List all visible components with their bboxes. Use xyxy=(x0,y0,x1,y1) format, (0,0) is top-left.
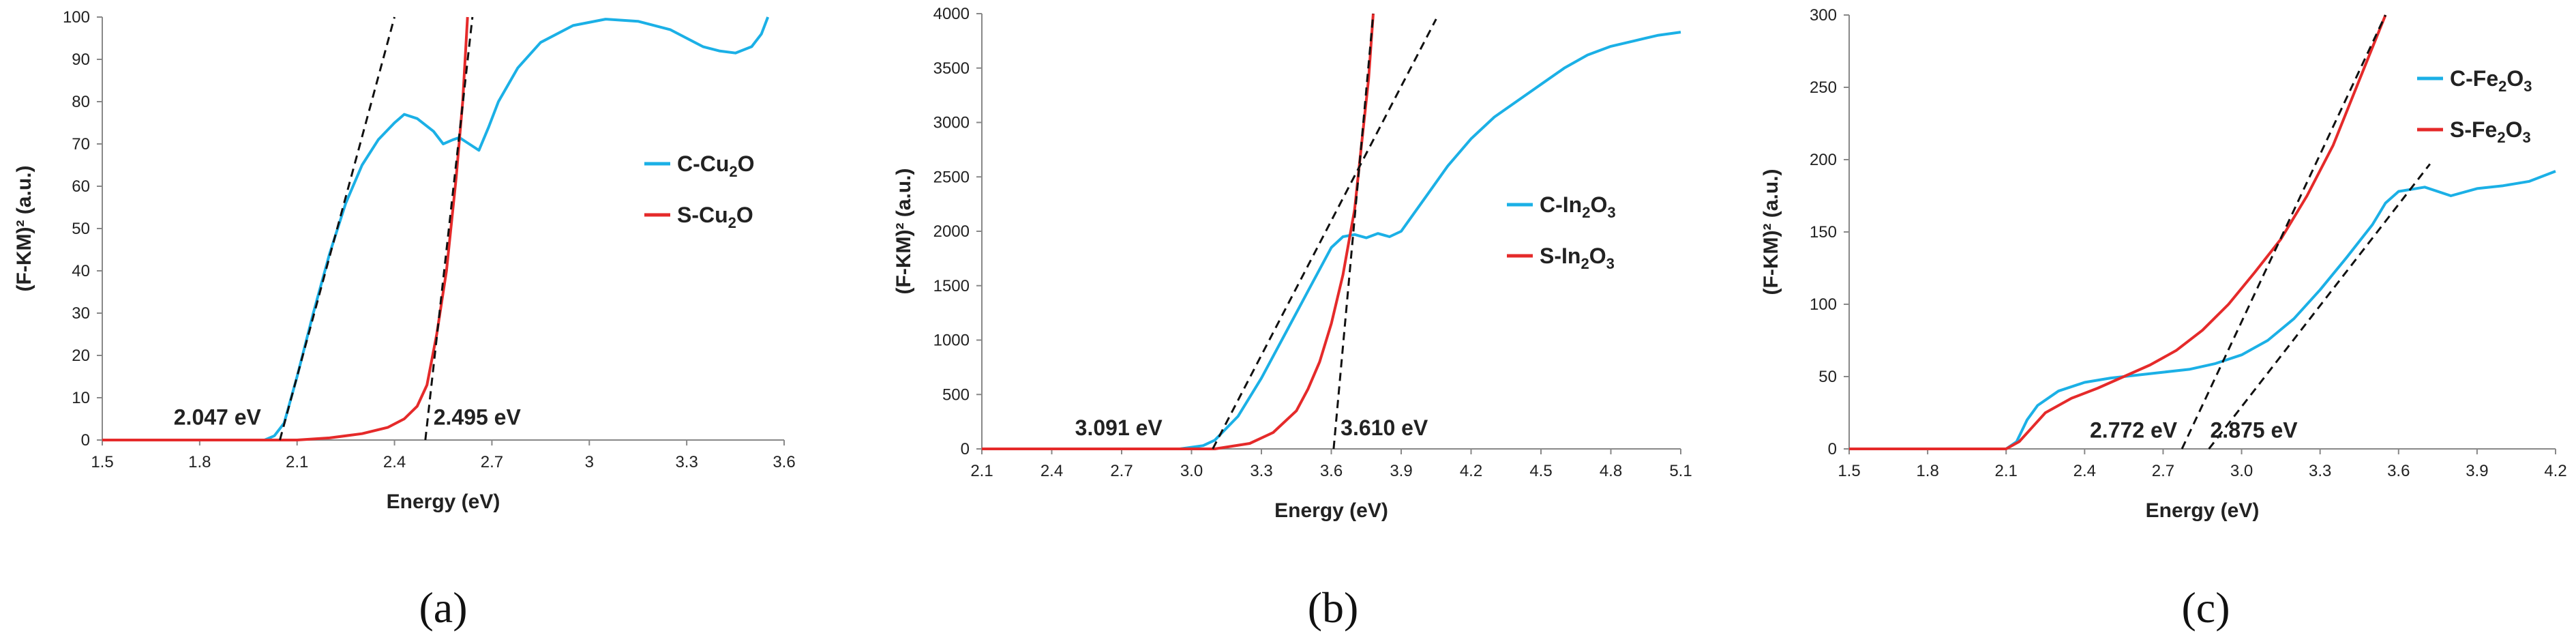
x-tick-label: 4.5 xyxy=(1529,462,1552,480)
y-axis-title: (F-KM)² (a.u.) xyxy=(1760,169,1782,295)
legend-label: S-In2O3 xyxy=(1540,244,1615,272)
panel-label: (c) xyxy=(2181,583,2230,632)
x-tick-label: 1.8 xyxy=(1916,462,1938,480)
legend-label: C-In2O3 xyxy=(1540,192,1616,221)
band-gap-label: 2.875 eV xyxy=(2211,418,2298,442)
x-tick-label: 2.4 xyxy=(1040,462,1063,480)
x-tick-label: 2.7 xyxy=(1110,462,1133,480)
y-tick-label: 90 xyxy=(72,50,90,69)
y-tick-label: 500 xyxy=(942,385,970,404)
y-tick-label: 10 xyxy=(72,389,90,407)
x-tick-label: 3.0 xyxy=(1180,462,1203,480)
x-tick-label: 3.6 xyxy=(773,453,795,471)
series-line-S-Fe2O3 xyxy=(1849,14,2387,450)
chart-panel-1: 1.5 1.8 2.1 2.4 2.7 3 3.3 3.6 0 10 20 30 40 50 60 70 80 9… xyxy=(13,8,796,632)
y-tick-label: 200 xyxy=(1810,151,1837,169)
x-tick-label: 2.1 xyxy=(1995,462,2018,480)
x-tick-label: 2.1 xyxy=(970,462,993,480)
x-axis-title: Energy (eV) xyxy=(387,491,500,513)
x-tick-label: 3.3 xyxy=(1250,462,1272,480)
y-tick-label: 50 xyxy=(1818,368,1837,386)
y-tick-label: 1000 xyxy=(933,332,970,350)
legend-label: S-Fe2O3 xyxy=(2450,117,2531,146)
tangent-line xyxy=(2181,14,2386,450)
series-line-C-In2O3 xyxy=(982,31,1681,450)
y-tick-label: 0 xyxy=(81,431,90,450)
y-tick-label: 250 xyxy=(1810,78,1837,97)
x-tick-label: 2.7 xyxy=(2152,462,2174,480)
x-tick-label: 5.1 xyxy=(1669,462,1692,480)
y-tick-label: 0 xyxy=(1828,440,1837,458)
x-tick-label: 1.8 xyxy=(188,453,211,471)
y-tick-label: 1500 xyxy=(933,277,970,295)
tangent-line xyxy=(1332,13,1375,450)
x-tick-label: 3.6 xyxy=(1320,462,1343,480)
y-tick-label: 30 xyxy=(72,304,90,323)
y-tick-label: 2500 xyxy=(933,168,970,186)
tangent-line xyxy=(424,16,474,441)
y-tick-label: 80 xyxy=(72,93,90,111)
x-tick-label: 3 xyxy=(585,453,594,471)
y-tick-label: 20 xyxy=(72,347,90,365)
band-gap-label: 3.610 eV xyxy=(1341,415,1428,440)
tangent-line xyxy=(2208,163,2431,450)
y-tick-label: 4000 xyxy=(933,5,970,23)
y-tick-label: 60 xyxy=(72,177,90,196)
series-line-C-Cu2O xyxy=(102,16,770,441)
y-tick-label: 100 xyxy=(1810,295,1837,314)
y-tick-label: 40 xyxy=(72,262,90,280)
x-axis-title: Energy (eV) xyxy=(2146,499,2260,522)
x-tick-label: 4.2 xyxy=(1460,462,1482,480)
x-tick-label: 1.5 xyxy=(1838,462,1860,480)
x-tick-label: 2.4 xyxy=(2073,462,2096,480)
x-tick-label: 3.3 xyxy=(2309,462,2331,480)
y-tick-label: 300 xyxy=(1810,6,1837,25)
y-axis-title: (F-KM)² (a.u.) xyxy=(13,166,35,292)
y-tick-label: 150 xyxy=(1810,223,1837,241)
band-gap-label: 2.772 eV xyxy=(2090,418,2178,442)
x-tick-label: 3.3 xyxy=(675,453,698,471)
series-line-S-Cu2O xyxy=(102,16,469,441)
x-tick-label: 3.9 xyxy=(2466,462,2488,480)
legend-label: S-Cu2O xyxy=(677,203,753,231)
y-tick-label: 2000 xyxy=(933,222,970,241)
y-tick-label: 3500 xyxy=(933,59,970,78)
x-tick-label: 3.9 xyxy=(1390,462,1412,480)
series-line-C-Fe2O3 xyxy=(1849,170,2556,450)
x-tick-label: 3.6 xyxy=(2387,462,2410,480)
y-axis-title: (F-KM)² (a.u.) xyxy=(893,169,915,295)
panel-label: (b) xyxy=(1308,583,1359,632)
x-tick-label: 2.7 xyxy=(481,453,503,471)
y-tick-label: 100 xyxy=(63,8,90,27)
x-tick-label: 1.5 xyxy=(91,453,113,471)
x-axis-title: Energy (eV) xyxy=(1274,499,1388,522)
y-tick-label: 0 xyxy=(961,440,970,458)
band-gap-label: 3.091 eV xyxy=(1075,415,1163,440)
x-tick-label: 2.1 xyxy=(286,453,308,471)
y-tick-label: 50 xyxy=(72,220,90,238)
chart-panel-2: 2.1 2.4 2.7 3.0 3.3 3.6 3.9 4.2 4.5 4.8 5.1 0 500 100… xyxy=(893,5,1692,632)
band-gap-label: 2.047 eV xyxy=(174,405,262,429)
x-tick-label: 4.8 xyxy=(1600,462,1622,480)
band-gap-label: 2.495 eV xyxy=(434,405,522,429)
chart-panel-3: 1.5 1.8 2.1 2.4 2.7 3.0 3.3 3.6 3.9 4.2 0 50 100 150 2… xyxy=(1760,6,2567,632)
legend-label: C-Fe2O3 xyxy=(2450,66,2532,95)
legend-label: C-Cu2O xyxy=(677,151,755,180)
tangent-line xyxy=(279,16,396,441)
panel-label: (a) xyxy=(419,583,467,632)
y-tick-label: 70 xyxy=(72,135,90,153)
tangent-line xyxy=(1212,18,1437,450)
y-tick-label: 3000 xyxy=(933,114,970,132)
x-tick-label: 3.0 xyxy=(2230,462,2253,480)
series-line-S-In2O3 xyxy=(982,13,1375,450)
x-tick-label: 4.2 xyxy=(2544,462,2566,480)
x-tick-label: 2.4 xyxy=(383,453,406,471)
